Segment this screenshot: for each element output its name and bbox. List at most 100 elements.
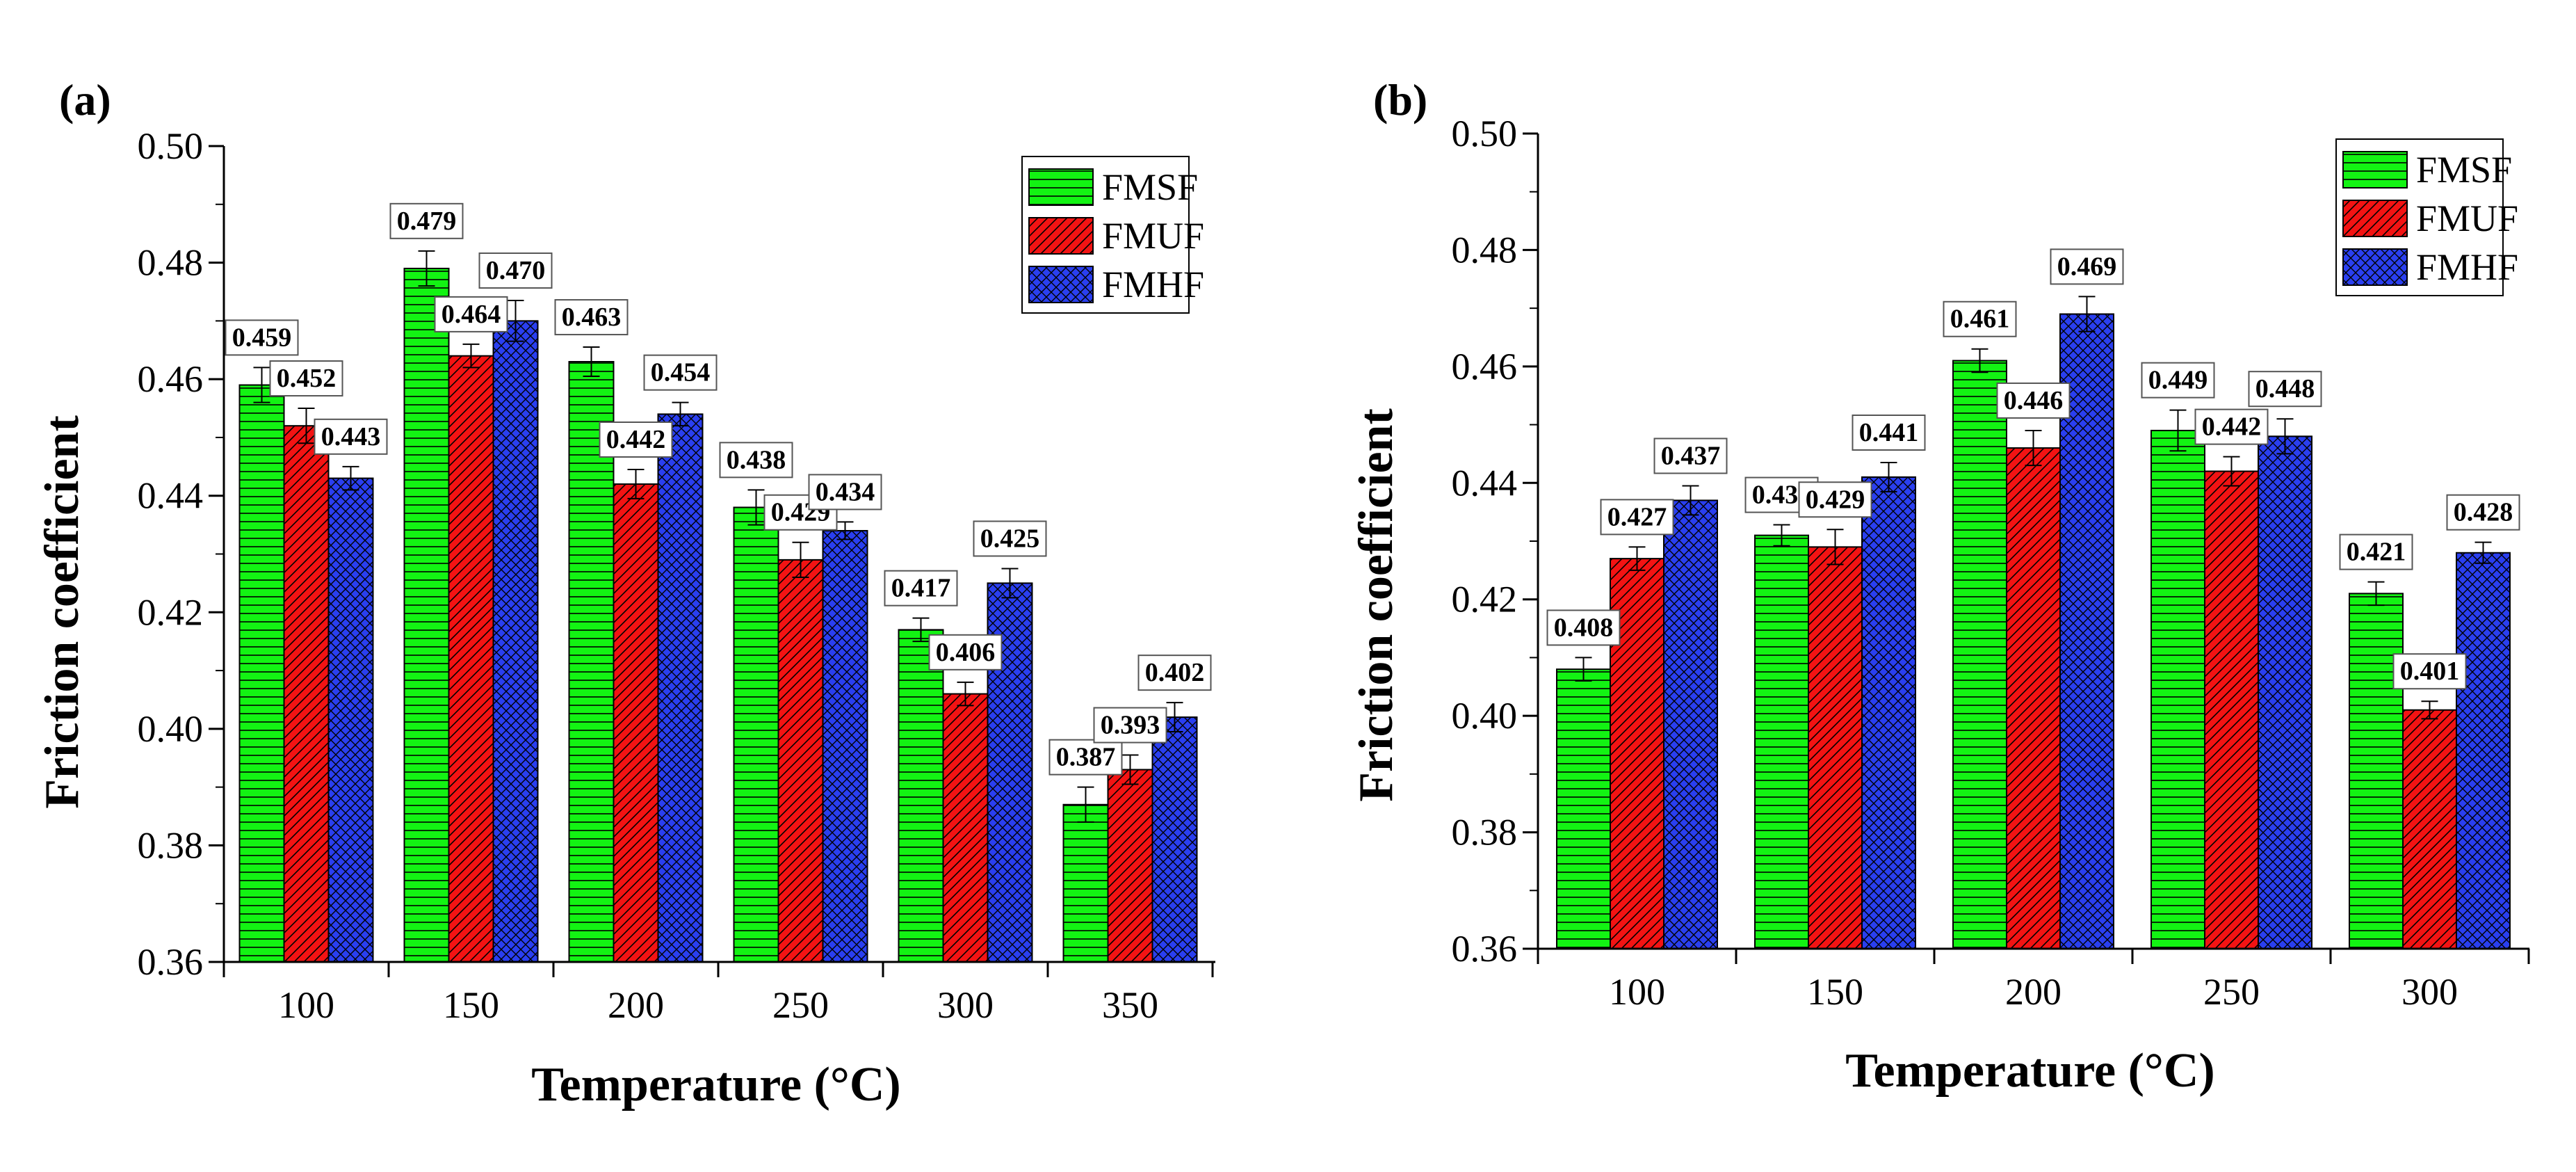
- data-label-box: [478, 252, 553, 289]
- data-label-box: [973, 520, 1047, 557]
- data-label-box: [599, 422, 673, 458]
- x-tick-label: 200: [2005, 971, 2061, 1013]
- data-label: 0.425: [980, 524, 1040, 553]
- data-label: 0.429: [1806, 485, 1865, 514]
- bar-fmhf: [492, 320, 539, 963]
- data-label-box: [719, 442, 793, 479]
- x-tick-label: 100: [1609, 971, 1665, 1013]
- y-tick-label: 0.36: [1452, 928, 1518, 970]
- data-label-box: [2339, 533, 2413, 570]
- data-label: 0.463: [562, 303, 622, 332]
- legend-swatch-fmuf: [2342, 200, 2408, 237]
- x-axis-title-b: Temperature (°C): [1845, 1044, 2215, 1098]
- data-label-box: [314, 418, 388, 455]
- bar-fmsf: [1062, 803, 1109, 963]
- legend-label-fmsf: FMSF: [2416, 149, 2512, 191]
- x-tick-label: 150: [1807, 971, 1863, 1013]
- y-tick-label: 0.38: [138, 824, 204, 866]
- data-label: 0.417: [891, 574, 951, 603]
- data-label-box: [434, 296, 508, 332]
- data-label-box: [1653, 438, 1728, 474]
- data-label: 0.427: [1607, 502, 1667, 531]
- data-label: 0.441: [1859, 418, 1919, 447]
- data-label-box: [2194, 408, 2269, 445]
- y-axis-title-b: Friction coefficient: [1350, 408, 1403, 802]
- y-tick-label: 0.48: [138, 242, 204, 284]
- bar-fmuf: [2204, 470, 2259, 949]
- data-label: 0.448: [2255, 374, 2315, 403]
- bar-fmuf: [942, 693, 989, 963]
- bar-fmsf: [2349, 593, 2404, 949]
- y-tick-label: 0.42: [1452, 579, 1518, 620]
- y-tick-label: 0.36: [138, 941, 204, 983]
- x-tick-label: 350: [1102, 984, 1158, 1026]
- data-label-box: [225, 319, 299, 356]
- bar-fmuf: [2006, 447, 2061, 949]
- bar-fmsf: [403, 267, 450, 963]
- legend-swatch-fmuf: [1028, 217, 1094, 255]
- data-label: 0.452: [277, 364, 337, 393]
- legend-a: FMSF FMUF FMHF: [1021, 156, 1204, 314]
- bar-fmhf: [1861, 476, 1916, 949]
- panel-label-b: (b): [1373, 75, 1427, 125]
- data-label: 0.402: [1145, 658, 1205, 687]
- data-label-box: [928, 634, 1003, 671]
- data-label: 0.464: [442, 300, 501, 329]
- data-label: 0.421: [2347, 538, 2406, 567]
- data-label: 0.449: [2148, 366, 2208, 395]
- data-label: 0.469: [2057, 252, 2117, 281]
- y-tick-label: 0.48: [1452, 229, 1518, 271]
- bar-fmhf: [2456, 552, 2511, 949]
- y-tick-label: 0.44: [1452, 462, 1518, 504]
- data-label: 0.442: [606, 425, 666, 454]
- bar-fmhf: [327, 477, 374, 963]
- y-tick-label: 0.44: [138, 475, 204, 517]
- legend-swatch-fmsf: [1028, 168, 1094, 206]
- bar-fmsf: [733, 506, 779, 963]
- bar-fmuf: [448, 355, 494, 963]
- y-axis-title-a: Friction coefficient: [35, 415, 89, 809]
- data-label-box: [389, 202, 464, 239]
- x-tick-label: 300: [937, 984, 994, 1026]
- data-label: 0.438: [727, 445, 786, 474]
- bar-fmuf: [2402, 709, 2457, 949]
- data-label-box: [1600, 499, 1674, 536]
- x-tick-label: 100: [278, 984, 334, 1026]
- x-tick-label: 150: [443, 984, 499, 1026]
- data-label-box: [1996, 382, 2071, 419]
- data-label: 0.459: [232, 323, 292, 352]
- y-tick-label: 0.40: [1452, 695, 1518, 737]
- data-label: 0.437: [1661, 441, 1721, 470]
- x-tick-label: 250: [772, 984, 829, 1026]
- chart-panel-a: (a) 0.4590.4520.4430.4790.4640.4700.4630…: [35, 75, 1215, 1111]
- data-label-box: [1798, 481, 1872, 518]
- bar-fmhf: [1151, 716, 1198, 963]
- data-label-box: [2248, 371, 2322, 408]
- data-label-box: [2392, 653, 2467, 690]
- data-label: 0.406: [936, 638, 996, 667]
- bar-fmsf: [898, 629, 944, 963]
- legend-b: FMSF FMUF FMHF: [2335, 138, 2518, 296]
- data-label: 0.479: [397, 207, 457, 236]
- data-label-box: [2050, 248, 2124, 285]
- panel-label-a: (a): [59, 75, 111, 125]
- data-label: 0.387: [1056, 743, 1116, 772]
- chart-panel-b: (b) 0.4080.4270.4370.4310.4290.4410.4610…: [1350, 75, 2530, 1098]
- bar-fmuf: [1808, 546, 1863, 949]
- y-tick-label: 0.40: [138, 708, 204, 750]
- bar-fmuf: [1107, 769, 1153, 963]
- x-tick-label: 250: [2203, 971, 2260, 1013]
- bar-fmuf: [613, 483, 659, 963]
- bar-fmhf: [822, 529, 868, 963]
- legend-swatch-fmsf: [2342, 151, 2408, 188]
- bar-fmuf: [777, 559, 824, 963]
- bar-fmsf: [1952, 360, 2007, 949]
- data-label: 0.443: [321, 422, 381, 451]
- bar-fmhf: [1663, 499, 1718, 949]
- y-tick-label: 0.46: [138, 358, 204, 400]
- data-label-box: [1048, 739, 1123, 776]
- data-label-box: [269, 360, 343, 397]
- data-label-box: [643, 354, 718, 391]
- x-tick-label: 200: [608, 984, 664, 1026]
